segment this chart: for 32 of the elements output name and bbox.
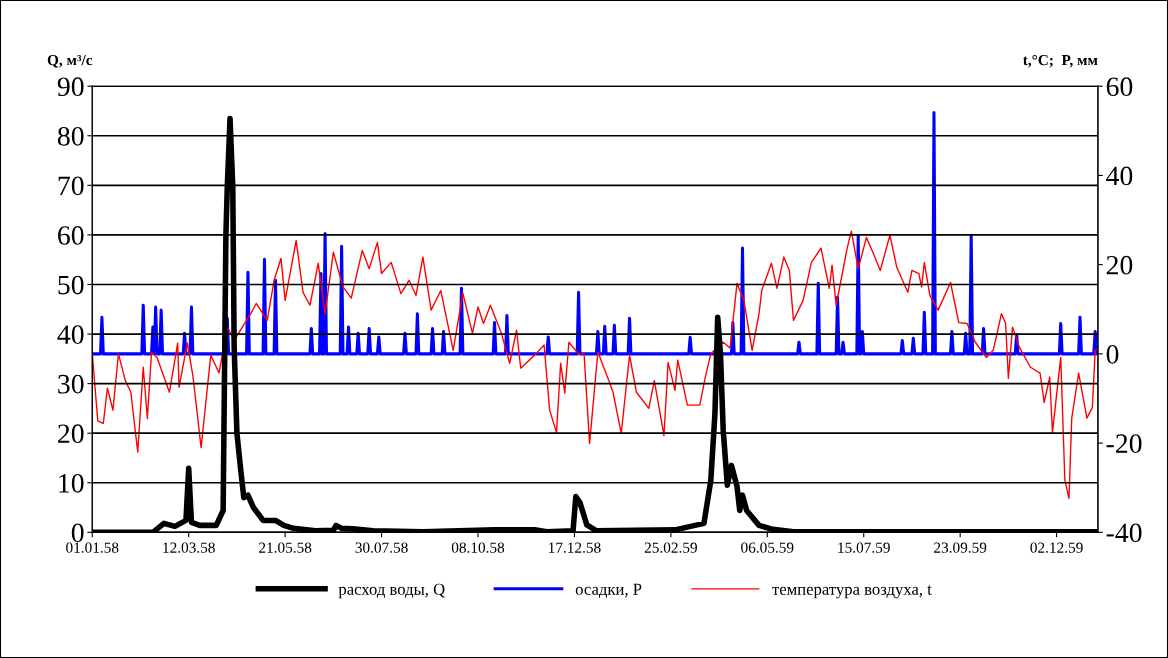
y-tick-label: 90 [57, 77, 84, 97]
y2-tick-label: 20 [1106, 255, 1133, 275]
x-tick-label: 23.09.59 [934, 542, 987, 553]
x-tick-label: 17.12.58 [549, 542, 601, 553]
y-tick-label: 20 [58, 424, 84, 444]
y2-tick-label: -40 [1106, 523, 1142, 543]
y2-tick-label: 0 [1106, 345, 1119, 364]
y2-axis-title: t,°C; P, мм [1023, 54, 1098, 68]
legend-label: расход воды, Q [338, 583, 445, 599]
y-tick-label: 70 [58, 176, 84, 196]
x-tick-label: 08.10.58 [451, 542, 505, 553]
y-tick-label: 10 [59, 473, 84, 493]
x-tick-label: 01.01.58 [66, 542, 119, 553]
y-tick-label: 40 [57, 325, 84, 344]
y-tick-label: 80 [57, 126, 84, 146]
x-tick-label: 15.07.59 [838, 542, 890, 553]
x-tick-label: 21.05.58 [259, 542, 312, 553]
y-tick-label: 30 [58, 374, 84, 394]
y2-tick-label: -20 [1106, 434, 1142, 454]
y-tick-label: 0 [71, 523, 84, 543]
y-tick-label: 50 [58, 275, 84, 295]
y-axis-title: Q, м³/с [47, 54, 93, 68]
x-tick-label: 25.02.59 [644, 542, 697, 553]
y2-tick-label: 60 [1106, 77, 1133, 97]
y-tick-label: 60 [58, 226, 84, 245]
x-tick-label: 12.03.58 [163, 542, 215, 553]
legend-label: осадки, P [575, 583, 642, 598]
x-tick-label: 30.07.58 [355, 542, 408, 553]
x-tick-label: 02.12.59 [1030, 542, 1083, 553]
y2-tick-label: 40 [1106, 166, 1133, 186]
legend-label: температура воздуха, t [772, 585, 932, 599]
x-tick-label: 06.05.59 [741, 542, 794, 553]
